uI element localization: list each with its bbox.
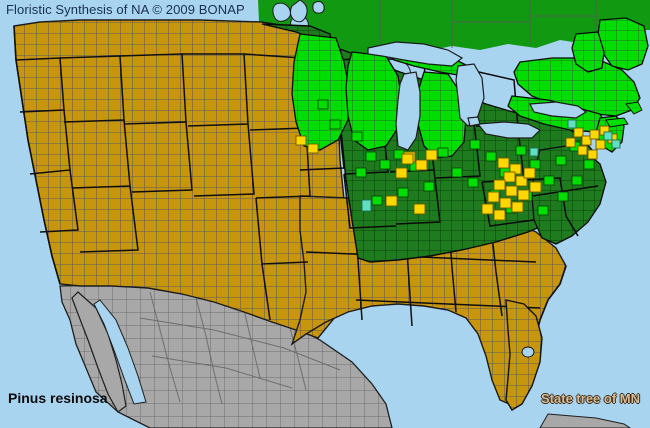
region-rare-yellow: [295, 125, 618, 221]
region-adventive-teal: [361, 119, 621, 212]
region-mexico-gray: [59, 283, 631, 428]
map-title: Floristic Synthesis of NA © 2009 BONAP: [6, 2, 245, 17]
coastal-accents: [605, 101, 643, 128]
florida: [505, 299, 543, 411]
state-borders-west: [15, 53, 311, 321]
species-name-label: Pinus resinosa: [8, 390, 108, 406]
state-tree-note-label: State tree of MN: [541, 391, 640, 406]
great-lakes: [367, 41, 588, 151]
